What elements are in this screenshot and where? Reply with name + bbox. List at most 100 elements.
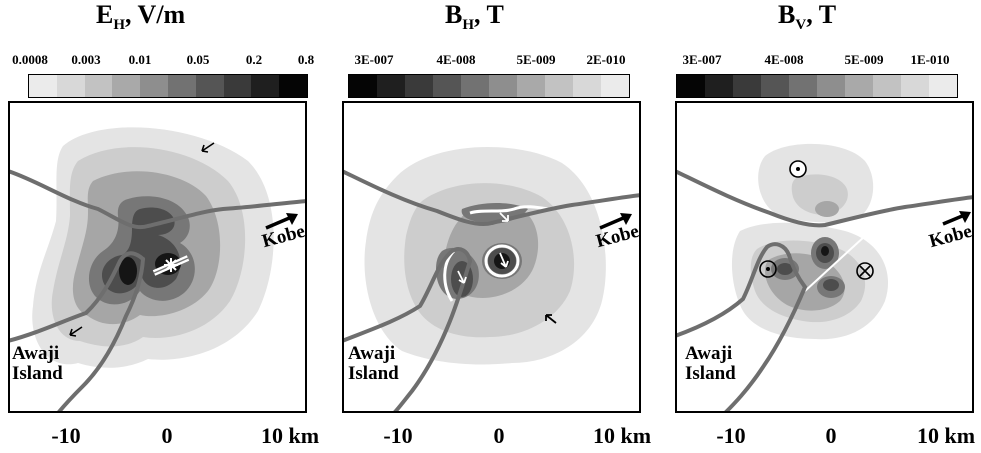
into-page-icon	[856, 262, 874, 280]
colorbar-tick: 5E-009	[516, 52, 556, 67]
colorbar-tick: 1E-010	[910, 52, 950, 67]
colorbar-swatch	[223, 75, 252, 97]
colorbar-swatch	[349, 75, 377, 97]
colorbar-swatch	[601, 75, 629, 97]
colorbar-tick: 0.01	[128, 52, 152, 67]
colorbar-swatch	[677, 75, 705, 97]
coastlines	[8, 169, 307, 413]
x-tick-0: 0	[825, 423, 837, 448]
arrow-head-icon	[201, 144, 209, 153]
contour-white-band	[469, 205, 549, 215]
coastline-awaji-north	[8, 251, 145, 343]
colorbar-swatch	[517, 75, 545, 97]
coastline-awaji-east	[392, 259, 472, 413]
x-tick-minus10: -10	[383, 423, 413, 448]
x-tick-10km: 10 km	[260, 423, 320, 448]
colorbar-swatch	[901, 75, 929, 97]
colorbar-swatch	[845, 75, 873, 97]
contour-map-bv	[675, 101, 974, 413]
arrow-head-icon	[69, 328, 77, 337]
colorbar-swatch	[112, 75, 141, 97]
colorbar-swatch	[461, 75, 489, 97]
colorbar-swatch	[433, 75, 461, 97]
x-tick-10km: 10 km	[916, 423, 976, 448]
panel-title-bv: BV, T	[778, 0, 837, 34]
colorbar-bh	[348, 74, 630, 98]
panel-title-eh: EH, V/m	[96, 0, 186, 34]
colorbar-tick: 0.2	[245, 52, 263, 67]
out-of-page-icon	[759, 260, 777, 278]
colorbar-swatch	[873, 75, 901, 97]
field-direction-markers	[759, 160, 874, 280]
colorbar-swatch	[167, 75, 196, 97]
contour-map-eh	[8, 101, 307, 413]
map-bv: Awaji Island Kobe	[675, 101, 974, 413]
colorbar-swatch	[405, 75, 433, 97]
colorbar-swatch	[929, 75, 957, 97]
colorbar-swatch	[56, 75, 85, 97]
colorbar-swatch	[573, 75, 601, 97]
colorbar-swatch	[29, 75, 57, 97]
colorbar-tick: 0.003	[71, 52, 101, 67]
colorbar-swatch	[545, 75, 573, 97]
contour-white-band	[804, 235, 866, 292]
map-bh: Awaji Island Kobe	[342, 101, 641, 413]
coastline-north	[342, 169, 641, 226]
colorbar-eh	[28, 74, 308, 98]
colorbar-swatch	[705, 75, 733, 97]
label-awaji: Awaji Island	[12, 343, 63, 384]
arrow-icon	[499, 212, 509, 222]
colorbar-tick: 2E-010	[586, 52, 626, 67]
kobe-arrow-icon	[265, 213, 298, 230]
map-eh: Awaji Island Kobe	[8, 101, 307, 413]
colorbar-bv	[676, 74, 958, 98]
coastline-awaji-north	[675, 242, 791, 338]
coastline-awaji-north	[342, 247, 472, 343]
colorbar-swatch	[789, 75, 817, 97]
coastline-awaji-east	[723, 253, 808, 413]
x-tick-minus10: -10	[716, 423, 746, 448]
colorbar-swatch	[140, 75, 168, 97]
contour-ring	[484, 244, 520, 278]
label-awaji: Awaji Island	[685, 343, 736, 384]
colorbar-swatch	[251, 75, 280, 97]
colorbar-swatch	[761, 75, 789, 97]
coastlines	[675, 169, 974, 413]
x-tick-minus10: -10	[51, 423, 81, 448]
colorbar-tick: 0.8	[297, 52, 315, 67]
contour-darkest-west	[119, 257, 137, 285]
label-awaji: Awaji Island	[348, 343, 399, 384]
panel-title-bh: BH, T	[445, 0, 504, 34]
x-tick-10km: 10 km	[592, 423, 652, 448]
colorbar-tick: 0.0008	[12, 52, 48, 67]
colorbar-tick: 4E-008	[436, 52, 476, 67]
map-frame	[8, 101, 307, 413]
colorbar-swatch	[489, 75, 517, 97]
arrow-icon	[499, 252, 509, 268]
contour-darkest-center	[821, 246, 829, 256]
colorbar-tick: 4E-008	[764, 52, 804, 67]
kobe-arrow-icon	[599, 213, 632, 230]
colorbar-swatch	[377, 75, 405, 97]
colorbar-swatch	[817, 75, 845, 97]
colorbar-tick: 0.05	[186, 52, 210, 67]
contour-darker-se	[823, 279, 839, 291]
coastline-awaji-east	[56, 257, 145, 413]
colorbar-swatch	[733, 75, 761, 97]
epicenter-marker	[152, 255, 190, 276]
map-frame	[342, 101, 641, 413]
current-arrows	[69, 142, 215, 337]
arrow-icon	[69, 326, 83, 336]
colorbar-swatch	[279, 75, 307, 97]
arrow-icon	[457, 270, 467, 284]
star-icon	[164, 258, 178, 272]
map-frame	[675, 101, 974, 413]
contour-mid-north	[815, 201, 839, 217]
arrow-icon	[545, 314, 557, 324]
contour-map-bh	[342, 101, 641, 413]
colorbar-swatch	[195, 75, 224, 97]
coastline-north	[8, 169, 307, 230]
field-contours	[32, 127, 274, 368]
colorbar-tick: 3E-007	[682, 52, 722, 67]
x-tick-0: 0	[161, 423, 173, 448]
